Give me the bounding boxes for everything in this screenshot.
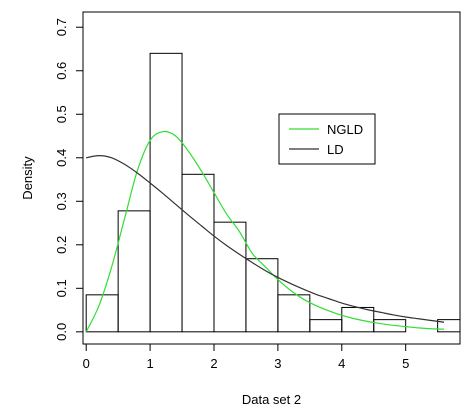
x-tick-label: 2 bbox=[210, 356, 217, 371]
histogram-bars bbox=[85, 52, 460, 333]
histogram-bar bbox=[437, 319, 460, 333]
density-curve-ld bbox=[86, 154, 445, 323]
y-tick-label: 0.2 bbox=[54, 236, 69, 254]
y-tick-label: 0.7 bbox=[54, 18, 69, 36]
plot-frame bbox=[82, 11, 461, 345]
histogram-bar bbox=[373, 319, 407, 333]
y-tick-label: 0.5 bbox=[54, 105, 69, 123]
x-tick-label: 1 bbox=[146, 356, 153, 371]
y-tick-label: 0.6 bbox=[54, 62, 69, 80]
legend-label-ngld: NGLD bbox=[327, 122, 363, 137]
y-tick-label: 0.4 bbox=[54, 149, 69, 167]
legend-label-ld: LD bbox=[327, 142, 344, 157]
histogram-bar bbox=[277, 294, 311, 333]
x-tick-label: 5 bbox=[402, 356, 409, 371]
y-axis: 0.0 0.1 0.2 0.3 0.4 0.5 0.6 0.7 bbox=[54, 18, 83, 341]
density-curve-ngld bbox=[85, 130, 445, 333]
x-axis: 0 1 2 3 4 5 bbox=[83, 344, 409, 371]
density-curves bbox=[85, 130, 445, 333]
y-axis-title: Density bbox=[20, 156, 35, 200]
y-tick-label: 0.3 bbox=[54, 192, 69, 210]
x-tick-label: 0 bbox=[83, 356, 90, 371]
x-axis-title: Data set 2 bbox=[242, 392, 301, 407]
x-tick-label: 3 bbox=[274, 356, 281, 371]
y-tick-label: 0.1 bbox=[54, 279, 69, 297]
x-tick-label: 4 bbox=[338, 356, 345, 371]
y-tick-label: 0.0 bbox=[54, 323, 69, 341]
legend-box bbox=[278, 113, 376, 165]
legend: NGLD LD bbox=[278, 113, 376, 165]
